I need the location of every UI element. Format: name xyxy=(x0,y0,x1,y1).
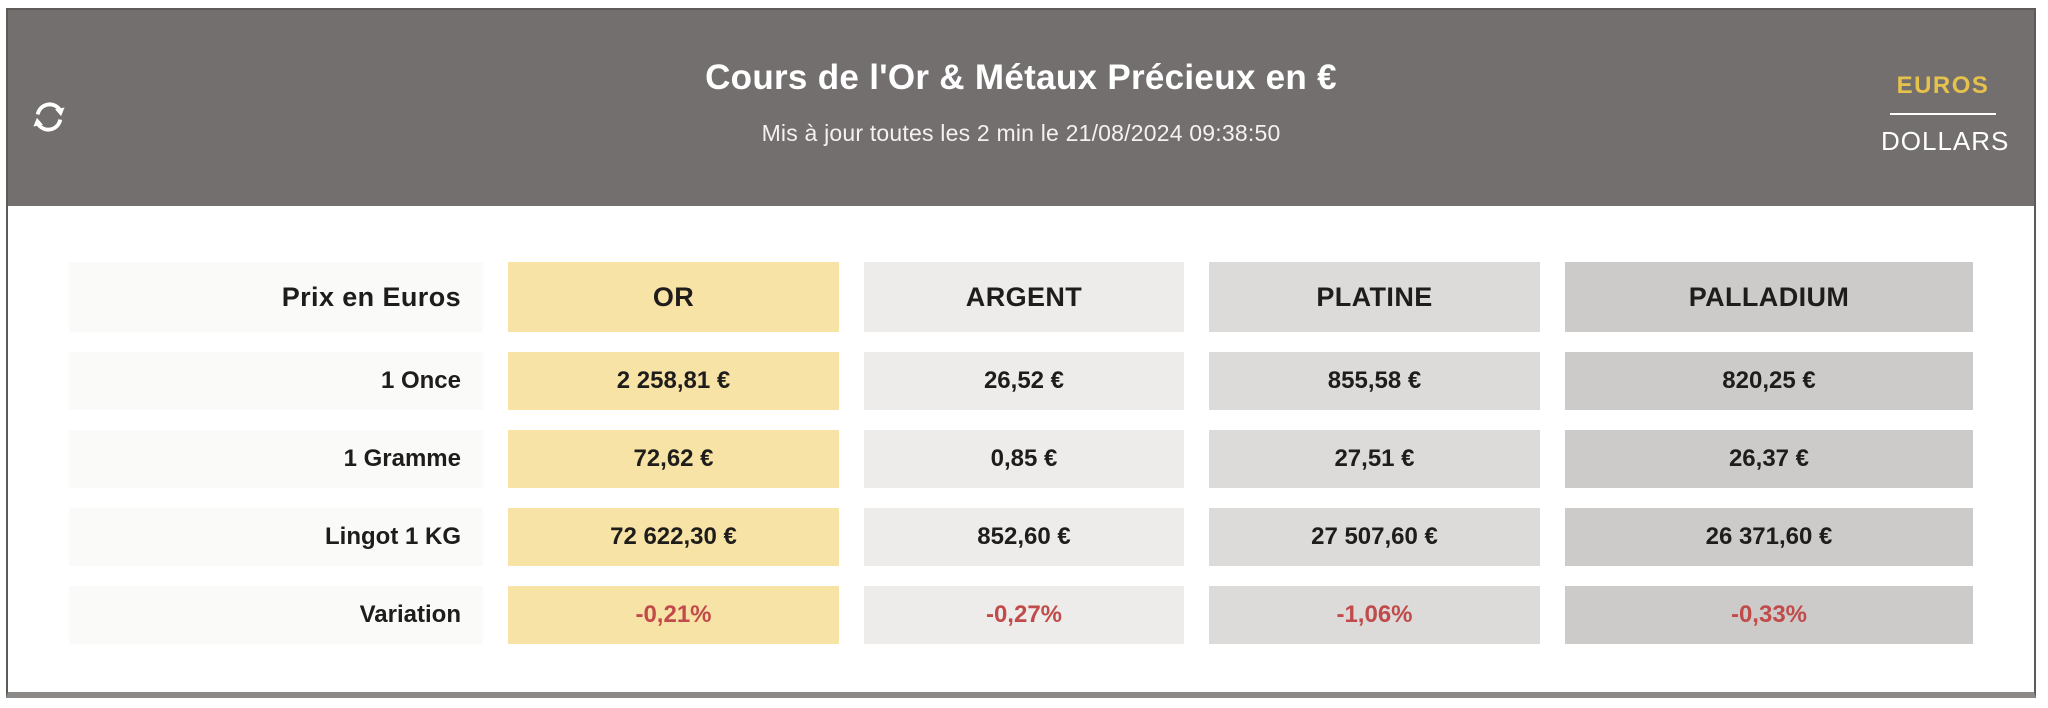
refresh-button[interactable] xyxy=(30,98,68,136)
refresh-icon xyxy=(30,98,68,136)
currency-dollars-tab[interactable]: DOLLARS xyxy=(1881,126,2010,156)
variation-or: -0,21% xyxy=(508,586,839,644)
currency-toggle: EUROS DOLLARS xyxy=(1881,72,2010,157)
row-label: 1 Gramme xyxy=(69,430,483,488)
currency-toggle-divider xyxy=(1890,113,1996,115)
prices-table: Prix en Euros OR ARGENT PLATINE PALLADIU… xyxy=(69,262,1973,644)
value-or-once: 2 258,81 € xyxy=(508,352,839,410)
widget-header: Cours de l'Or & Métaux Précieux en € Mis… xyxy=(8,10,2034,206)
value-platine-once: 855,58 € xyxy=(1209,352,1540,410)
column-header-or: OR xyxy=(508,262,839,332)
column-header-argent: ARGENT xyxy=(864,262,1184,332)
corner-label: Prix en Euros xyxy=(69,262,483,332)
row-label: 1 Once xyxy=(69,352,483,410)
value-platine-lingot: 27 507,60 € xyxy=(1209,508,1540,566)
value-or-lingot: 72 622,30 € xyxy=(508,508,839,566)
currency-euros-tab[interactable]: EUROS xyxy=(1896,72,1990,99)
value-platine-gramme: 27,51 € xyxy=(1209,430,1540,488)
row-label: Lingot 1 KG xyxy=(69,508,483,566)
value-or-gramme: 72,62 € xyxy=(508,430,839,488)
column-header-platine: PLATINE xyxy=(1209,262,1540,332)
value-argent-once: 26,52 € xyxy=(864,352,1184,410)
value-palladium-gramme: 26,37 € xyxy=(1565,430,1973,488)
variation-palladium: -0,33% xyxy=(1565,586,1973,644)
column-header-palladium: PALLADIUM xyxy=(1565,262,1973,332)
page-title: Cours de l'Or & Métaux Précieux en € xyxy=(705,58,1337,97)
gold-prices-widget: Cours de l'Or & Métaux Précieux en € Mis… xyxy=(6,8,2036,698)
table-row-variation: Variation -0,21% -0,27% -1,06% -0,33% xyxy=(69,586,1973,644)
table-header-row: Prix en Euros OR ARGENT PLATINE PALLADIU… xyxy=(69,262,1973,332)
value-argent-lingot: 852,60 € xyxy=(864,508,1184,566)
last-updated-text: Mis à jour toutes les 2 min le 21/08/202… xyxy=(761,120,1281,146)
value-palladium-lingot: 26 371,60 € xyxy=(1565,508,1973,566)
table-row-lingot: Lingot 1 KG 72 622,30 € 852,60 € 27 507,… xyxy=(69,508,1973,566)
table-row-once: 1 Once 2 258,81 € 26,52 € 855,58 € 820,2… xyxy=(69,352,1973,410)
value-argent-gramme: 0,85 € xyxy=(864,430,1184,488)
row-label: Variation xyxy=(69,586,483,644)
variation-argent: -0,27% xyxy=(864,586,1184,644)
variation-platine: -1,06% xyxy=(1209,586,1540,644)
value-palladium-once: 820,25 € xyxy=(1565,352,1973,410)
table-row-gramme: 1 Gramme 72,62 € 0,85 € 27,51 € 26,37 € xyxy=(69,430,1973,488)
